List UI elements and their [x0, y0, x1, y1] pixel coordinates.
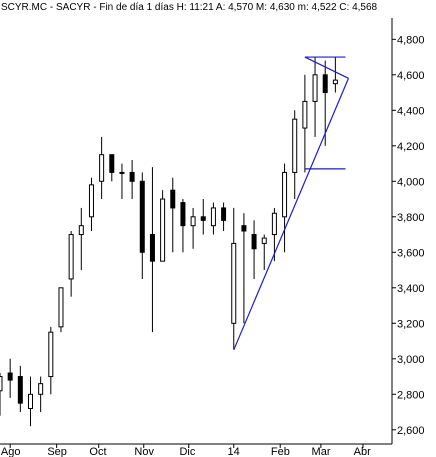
trendlines: [233, 56, 349, 351]
candle-body: [139, 180, 145, 253]
candle-body: [251, 234, 257, 250]
candle-body: [261, 237, 267, 244]
y-tick-label: 3,800: [397, 212, 425, 224]
candle-body: [190, 216, 196, 227]
y-tick-label: 4,600: [397, 70, 425, 82]
candle-body: [99, 154, 105, 182]
trendline: [233, 78, 349, 351]
y-tick-label: 3,400: [397, 283, 425, 295]
candle-body: [180, 202, 186, 227]
candle-body: [241, 225, 247, 232]
x-tick-label: Nov: [134, 446, 154, 457]
candle-body: [160, 198, 166, 262]
x-tick-label: Mar: [312, 446, 331, 457]
trendline: [304, 56, 349, 79]
x-tick-label: Dic: [179, 446, 195, 457]
y-tick-label: 3,600: [397, 247, 425, 259]
candles: [0, 57, 338, 427]
candle-body: [332, 79, 338, 85]
y-tick-label: 4,400: [397, 105, 425, 117]
candle-body: [231, 242, 237, 324]
x-tick-label: Oct: [89, 446, 106, 457]
candle-body: [119, 171, 125, 174]
candle-body: [210, 207, 216, 227]
candle-body: [17, 376, 23, 404]
candle-body: [7, 372, 13, 381]
candle-body: [292, 118, 298, 173]
y-tick-label: 2,800: [397, 389, 425, 401]
candle-body: [78, 225, 84, 236]
x-tick-label: Abr: [354, 446, 371, 457]
candle-body: [129, 171, 135, 182]
y-tick-label: 4,800: [397, 34, 425, 46]
x-tick-label: Feb: [271, 446, 290, 457]
y-tick-label: 4,000: [397, 176, 425, 188]
candle-body: [200, 216, 206, 221]
candle-body: [48, 331, 54, 378]
y-tick-label: 3,000: [397, 354, 425, 366]
candle-body: [170, 189, 176, 209]
candle-body: [88, 184, 94, 218]
x-tick-label: 14: [228, 446, 240, 457]
candle-body: [149, 234, 155, 262]
candle-body: [271, 212, 277, 236]
x-axis-ticks: Ago Sep Oct Nov Dic 14 Feb Mar Abr: [1, 444, 371, 457]
candle-body: [282, 171, 288, 218]
y-tick-label: 4,200: [397, 141, 425, 153]
x-tick-label: Ago: [1, 446, 21, 457]
candle-body: [302, 100, 308, 129]
candle-body: [58, 287, 64, 328]
candle-body: [109, 154, 115, 173]
candle-body: [312, 74, 318, 102]
y-tick-label: 2,600: [397, 425, 425, 437]
candle-body: [322, 74, 328, 94]
candle-body: [68, 234, 74, 280]
y-axis-ticks: 4,800 4,600 4,400 4,200 4,000 3,800 3,600 3,400…: [392, 34, 425, 437]
candle-body: [221, 207, 227, 221]
candle-body: [38, 383, 44, 395]
candle-body: [0, 376, 3, 392]
chart-header: SCYR.MC - SACYR - Fin de día 1 días H: 1…: [1, 2, 378, 13]
x-tick-label: Sep: [47, 446, 67, 457]
candle-body: [27, 393, 33, 409]
y-tick-label: 3,200: [397, 318, 425, 330]
